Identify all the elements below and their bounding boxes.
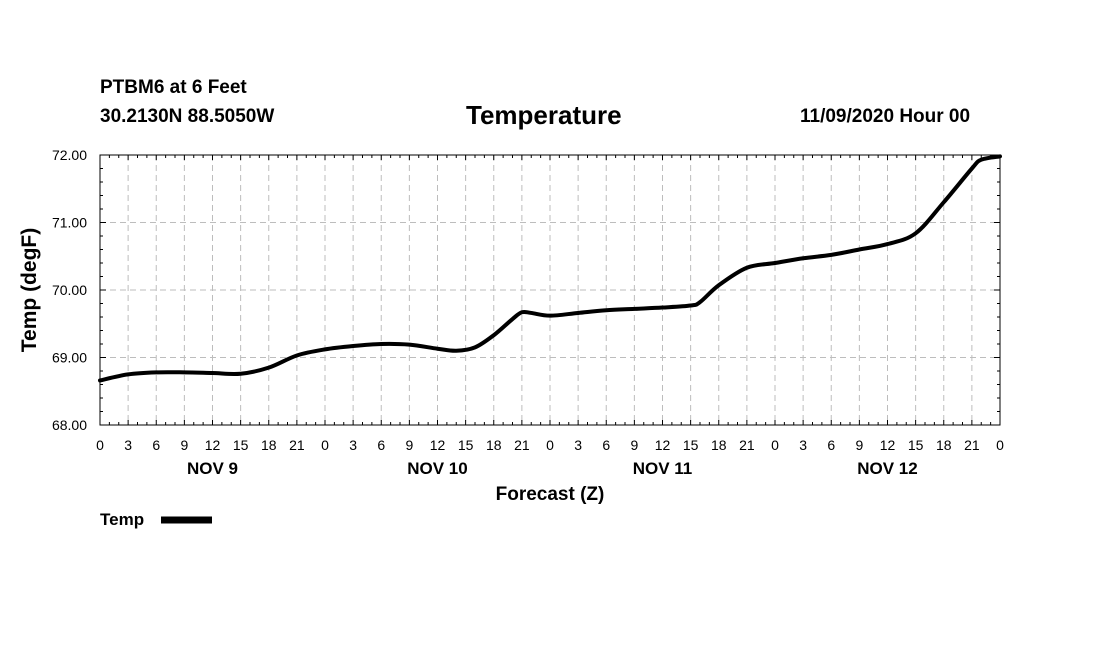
x-tick-label: 0 (321, 437, 329, 453)
y-tick-label: 69.00 (52, 350, 87, 366)
x-tick-label: 9 (180, 437, 188, 453)
x-tick-label: 15 (233, 437, 249, 453)
coordinates-label: 30.2130N 88.5050W (100, 106, 275, 127)
x-tick-label: 12 (430, 437, 446, 453)
x-tick-label: 0 (996, 437, 1004, 453)
x-tick-label: 3 (574, 437, 582, 453)
axis-ticks (99, 154, 1001, 426)
day-label: NOV 11 (633, 459, 693, 478)
x-tick-label: 18 (261, 437, 277, 453)
x-tick-label: 18 (711, 437, 727, 453)
day-label: NOV 12 (857, 459, 917, 478)
day-label: NOV 9 (187, 459, 238, 478)
x-tick-label: 15 (908, 437, 924, 453)
x-tick-label: 15 (683, 437, 699, 453)
x-tick-label: 3 (124, 437, 132, 453)
x-tick-label: 12 (880, 437, 896, 453)
series-layer (98, 154, 1002, 383)
chart-title: Temperature (466, 100, 622, 130)
x-tick-label: 21 (964, 437, 980, 453)
x-tick-label: 21 (289, 437, 305, 453)
x-tick-label: 6 (377, 437, 385, 453)
x-tick-label: 3 (799, 437, 807, 453)
y-tick-label: 68.00 (52, 417, 87, 433)
x-tick-label: 0 (546, 437, 554, 453)
x-tick-label: 3 (349, 437, 357, 453)
y-tick-label: 71.00 (52, 215, 87, 231)
y-tick-label: 70.00 (52, 282, 87, 298)
x-tick-label: 0 (771, 437, 779, 453)
x-tick-label: 18 (936, 437, 952, 453)
x-tick-label: 21 (739, 437, 755, 453)
x-tick-label: 6 (602, 437, 610, 453)
x-tick-label: 0 (96, 437, 104, 453)
x-tick-label: 12 (205, 437, 221, 453)
axis-labels: 0 3 6 9 12 15 18 21 0 3 6 9 12 15 18 21 0 3 6 9 12 15 18 21 0 3 6 9… (52, 147, 1004, 478)
x-tick-label: 9 (405, 437, 413, 453)
x-axis-title: Forecast (Z) (496, 484, 605, 505)
x-tick-label: 6 (827, 437, 835, 453)
x-tick-label: 9 (630, 437, 638, 453)
x-tick-label: 15 (458, 437, 474, 453)
x-tick-label: 9 (855, 437, 863, 453)
y-axis-title: Temp (degF) (18, 228, 41, 352)
day-label: NOV 10 (407, 459, 467, 478)
grid-lines (100, 155, 1000, 425)
x-tick-label: 6 (152, 437, 160, 453)
forecast-date-label: 11/09/2020 Hour 00 (800, 106, 971, 127)
y-tick-label: 72.00 (52, 147, 87, 163)
station-label: PTBM6 at 6 Feet (100, 77, 247, 98)
legend: Temp (100, 510, 212, 529)
series-line-temp (98, 154, 1002, 383)
x-tick-label: 21 (514, 437, 530, 453)
x-tick-label: 18 (486, 437, 502, 453)
legend-label: Temp (100, 510, 144, 529)
x-tick-label: 12 (655, 437, 671, 453)
